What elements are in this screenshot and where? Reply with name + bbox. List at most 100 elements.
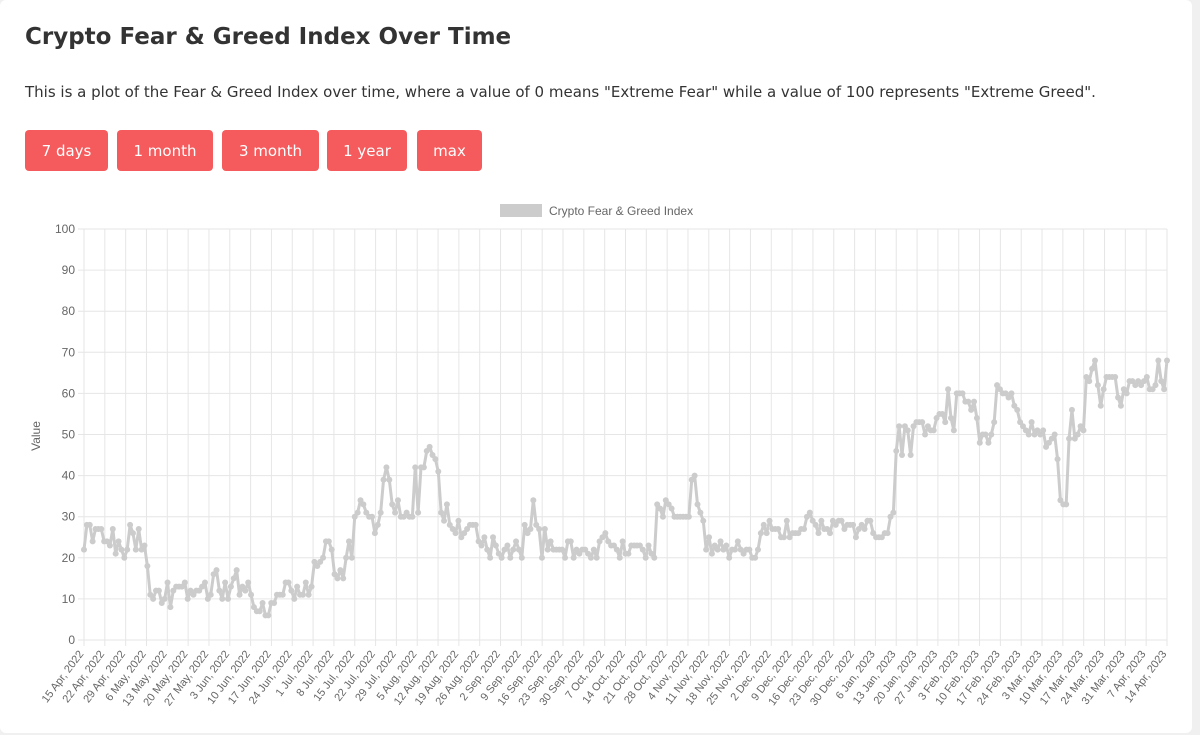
- data-point[interactable]: [922, 431, 929, 438]
- data-point[interactable]: [723, 542, 730, 549]
- range-button-1-month[interactable]: 1 month: [117, 130, 213, 171]
- data-point[interactable]: [783, 517, 790, 524]
- data-point[interactable]: [685, 513, 692, 520]
- data-point[interactable]: [801, 526, 808, 533]
- data-point[interactable]: [510, 546, 517, 553]
- data-point[interactable]: [893, 447, 900, 454]
- data-point[interactable]: [236, 591, 243, 598]
- data-point[interactable]: [184, 595, 191, 602]
- data-point[interactable]: [988, 431, 995, 438]
- data-point[interactable]: [706, 534, 713, 541]
- data-point[interactable]: [590, 546, 597, 553]
- data-point[interactable]: [230, 575, 237, 582]
- data-point[interactable]: [850, 521, 857, 528]
- data-point[interactable]: [852, 534, 859, 541]
- data-point[interactable]: [415, 509, 422, 516]
- data-point[interactable]: [426, 443, 433, 450]
- data-point[interactable]: [435, 468, 442, 475]
- data-point[interactable]: [694, 501, 701, 508]
- data-point[interactable]: [1117, 402, 1124, 409]
- data-point[interactable]: [907, 452, 914, 459]
- data-point[interactable]: [279, 591, 286, 598]
- data-point[interactable]: [242, 587, 249, 594]
- data-point[interactable]: [518, 554, 525, 561]
- data-point[interactable]: [106, 542, 113, 549]
- data-point[interactable]: [443, 501, 450, 508]
- legend-label[interactable]: Crypto Fear & Greed Index: [549, 204, 693, 218]
- data-point[interactable]: [1115, 394, 1122, 401]
- data-point[interactable]: [544, 546, 551, 553]
- data-point[interactable]: [167, 604, 174, 611]
- data-point[interactable]: [201, 579, 208, 586]
- data-point[interactable]: [245, 579, 252, 586]
- data-point[interactable]: [527, 526, 534, 533]
- data-point[interactable]: [703, 546, 710, 553]
- data-point[interactable]: [392, 509, 399, 516]
- data-point[interactable]: [968, 406, 975, 413]
- data-point[interactable]: [714, 546, 721, 553]
- data-point[interactable]: [271, 600, 278, 607]
- data-point[interactable]: [541, 526, 548, 533]
- data-point[interactable]: [1158, 378, 1165, 385]
- data-point[interactable]: [135, 526, 142, 533]
- data-point[interactable]: [985, 439, 992, 446]
- data-point[interactable]: [919, 419, 926, 426]
- data-point[interactable]: [763, 530, 770, 537]
- data-point[interactable]: [161, 595, 168, 602]
- data-point[interactable]: [89, 538, 96, 545]
- data-point[interactable]: [98, 526, 105, 533]
- data-point[interactable]: [766, 517, 773, 524]
- data-point[interactable]: [354, 509, 361, 516]
- data-point[interactable]: [530, 497, 537, 504]
- data-point[interactable]: [587, 554, 594, 561]
- data-point[interactable]: [1008, 390, 1015, 397]
- data-point[interactable]: [265, 612, 272, 619]
- range-button-7-days[interactable]: 7 days: [25, 130, 108, 171]
- data-point[interactable]: [976, 439, 983, 446]
- data-point[interactable]: [141, 542, 148, 549]
- data-point[interactable]: [155, 587, 162, 594]
- data-point[interactable]: [657, 505, 664, 512]
- data-point[interactable]: [487, 554, 494, 561]
- data-point[interactable]: [504, 542, 511, 549]
- data-point[interactable]: [1074, 431, 1081, 438]
- data-point[interactable]: [697, 509, 704, 516]
- data-point[interactable]: [343, 554, 350, 561]
- data-point[interactable]: [1051, 431, 1058, 438]
- data-point[interactable]: [484, 546, 491, 553]
- data-point[interactable]: [1028, 419, 1035, 426]
- data-point[interactable]: [1164, 357, 1170, 364]
- data-point[interactable]: [478, 542, 485, 549]
- data-point[interactable]: [348, 554, 355, 561]
- data-point[interactable]: [812, 521, 819, 528]
- data-point[interactable]: [441, 517, 448, 524]
- data-point[interactable]: [991, 419, 998, 426]
- data-point[interactable]: [1054, 456, 1061, 463]
- data-point[interactable]: [302, 579, 309, 586]
- data-point[interactable]: [360, 501, 367, 508]
- data-point[interactable]: [492, 542, 499, 549]
- data-point[interactable]: [806, 509, 813, 516]
- data-point[interactable]: [1152, 382, 1159, 389]
- data-point[interactable]: [965, 398, 972, 405]
- data-point[interactable]: [613, 546, 620, 553]
- data-point[interactable]: [959, 390, 966, 397]
- data-point[interactable]: [945, 386, 952, 393]
- data-point[interactable]: [731, 546, 738, 553]
- data-point[interactable]: [115, 538, 122, 545]
- data-point[interactable]: [1143, 373, 1150, 380]
- data-point[interactable]: [838, 517, 845, 524]
- data-point[interactable]: [1100, 386, 1107, 393]
- data-point[interactable]: [884, 530, 891, 537]
- data-point[interactable]: [818, 517, 825, 524]
- data-point[interactable]: [1080, 427, 1087, 434]
- data-point[interactable]: [325, 538, 332, 545]
- data-point[interactable]: [890, 509, 897, 516]
- data-point[interactable]: [775, 526, 782, 533]
- data-point[interactable]: [780, 534, 787, 541]
- data-point[interactable]: [562, 554, 569, 561]
- range-button-1-year[interactable]: 1 year: [327, 130, 407, 171]
- data-point[interactable]: [81, 546, 87, 553]
- data-point[interactable]: [285, 579, 292, 586]
- data-point[interactable]: [259, 600, 266, 607]
